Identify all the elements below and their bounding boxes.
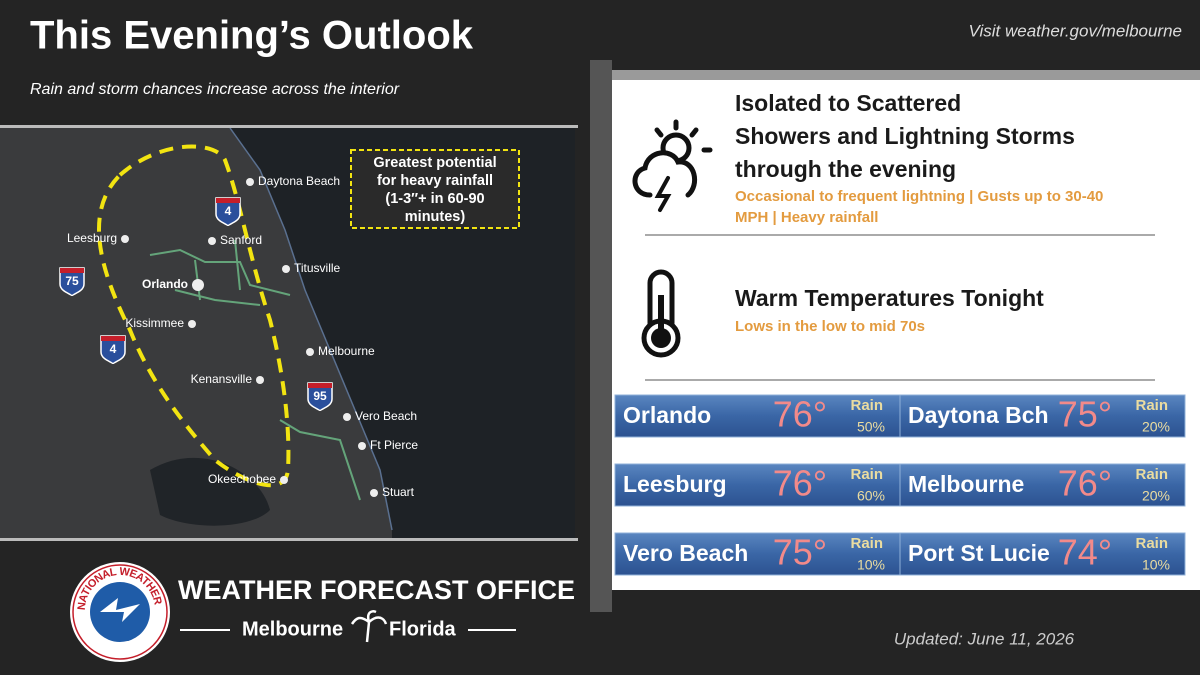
- city-label: Daytona Beach: [258, 174, 340, 188]
- card-rain-label: Rain: [850, 535, 883, 552]
- forecast-card: [899, 394, 1186, 438]
- highway-number: 4: [110, 342, 117, 356]
- card-temp: 76°: [1058, 463, 1112, 504]
- hazard-detail: Lows in the low to mid 70s: [735, 318, 925, 335]
- city-dot: [192, 279, 204, 291]
- callout-text: minutes): [405, 209, 466, 225]
- office-city: Melbourne: [242, 618, 343, 640]
- card-rain-chance: 20%: [1142, 419, 1170, 435]
- card-rain-label: Rain: [850, 397, 883, 414]
- card-city: Port St Lucie: [908, 540, 1050, 566]
- forecast-card: [899, 463, 1186, 507]
- shield-top: [101, 336, 125, 341]
- card-city: Orlando: [623, 402, 711, 428]
- city-dot: [188, 320, 196, 328]
- card-temp: 76°: [773, 463, 827, 504]
- highway-number: 95: [313, 389, 327, 403]
- storm-icon: [632, 119, 713, 212]
- interstate-shield: [59, 267, 85, 297]
- forecast-content: Isolated to Scattered Showers and Lightni…: [614, 90, 1186, 576]
- card-city: Leesburg: [623, 471, 727, 497]
- thermometer-icon: [641, 269, 681, 358]
- card-rain-chance: 50%: [857, 419, 885, 435]
- card-city: Vero Beach: [623, 540, 748, 566]
- callout-text: Greatest potential: [373, 155, 496, 171]
- hazard-detail: MPH | Heavy rainfall: [735, 209, 878, 226]
- city-label: Titusville: [294, 261, 341, 275]
- panel-edge: [612, 70, 1200, 80]
- heavy-rain-area: [97, 144, 291, 488]
- shield-top: [216, 198, 240, 203]
- map-labels: Greatest potential for heavy rainfall (1-3…: [59, 155, 497, 499]
- highway-number: 75: [65, 274, 79, 288]
- palm-icon: [350, 610, 388, 643]
- interstate-shield: [307, 382, 333, 412]
- title: This Evening’s Outlook: [30, 14, 474, 58]
- panel-shadow: [590, 60, 612, 612]
- map-border: [0, 125, 578, 128]
- card-temp: 75°: [773, 532, 827, 573]
- subtitle: Rain and storm chances increase across t…: [30, 81, 400, 98]
- card-rain-label: Rain: [1135, 535, 1168, 552]
- office-name: WEATHER FORECAST OFFICE: [178, 575, 575, 605]
- card-rain-label: Rain: [1135, 397, 1168, 414]
- city-dot: [282, 265, 290, 273]
- forecast-card: [899, 532, 1186, 576]
- office-state: Florida: [389, 618, 457, 640]
- map-border: [0, 538, 578, 541]
- city-dot: [370, 489, 378, 497]
- card-rain-label: Rain: [1135, 466, 1168, 483]
- card-city: Melbourne: [908, 471, 1024, 497]
- city-dot: [280, 476, 288, 484]
- city-label: Stuart: [382, 485, 415, 499]
- card-temp: 74°: [1058, 532, 1112, 573]
- forecast-card: [614, 463, 901, 507]
- card-rain-chance: 60%: [857, 488, 885, 504]
- city-dot: [121, 235, 129, 243]
- city-dot: [306, 348, 314, 356]
- card-temp: 76°: [773, 394, 827, 435]
- card-temp: 75°: [1058, 394, 1112, 435]
- city-label: Vero Beach: [355, 409, 417, 423]
- city-dot: [246, 178, 254, 186]
- city-label: Sanford: [220, 233, 262, 247]
- city-label: Okeechobee: [208, 472, 276, 486]
- card-city: Daytona Bch: [908, 402, 1049, 428]
- city-label: Orlando: [142, 277, 188, 291]
- shield-top: [60, 268, 84, 273]
- coastline: [229, 128, 393, 531]
- hazard-title: Showers and Lightning Storms: [735, 123, 1075, 149]
- city-dot: [358, 442, 366, 450]
- card-rain-chance: 20%: [1142, 488, 1170, 504]
- city-dot: [256, 376, 264, 384]
- updated-date: Updated: June 11, 2026: [894, 629, 1075, 648]
- city-label: Kissimmee: [125, 316, 184, 330]
- highway-number: 4: [225, 204, 232, 218]
- card-rain-chance: 10%: [1142, 557, 1170, 573]
- callout-text: (1-3″+ in 60-90: [385, 191, 484, 207]
- callout-box: [350, 149, 520, 229]
- hazard-detail: Occasional to frequent lightning | Gusts…: [735, 188, 1103, 205]
- city-dot: [208, 237, 216, 245]
- city-label: Kenansville: [191, 372, 253, 386]
- hazard-title: Warm Temperatures Tonight: [735, 285, 1044, 311]
- city-dot: [343, 413, 351, 421]
- callout-text: for heavy rainfall: [377, 173, 493, 189]
- card-rain-chance: 10%: [857, 557, 885, 573]
- shield-top: [308, 383, 332, 388]
- city-label: Ft Pierce: [370, 438, 418, 452]
- city-label: Leesburg: [67, 231, 117, 245]
- card-rain-label: Rain: [850, 466, 883, 483]
- interstate-shield: [215, 197, 241, 227]
- website-link[interactable]: Visit weather.gov/melbourne: [968, 21, 1182, 40]
- interstate-shield: [100, 335, 126, 365]
- city-label: Melbourne: [318, 344, 375, 358]
- hazard-title: Isolated to Scattered: [735, 90, 961, 116]
- hazard-title: through the evening: [735, 156, 956, 182]
